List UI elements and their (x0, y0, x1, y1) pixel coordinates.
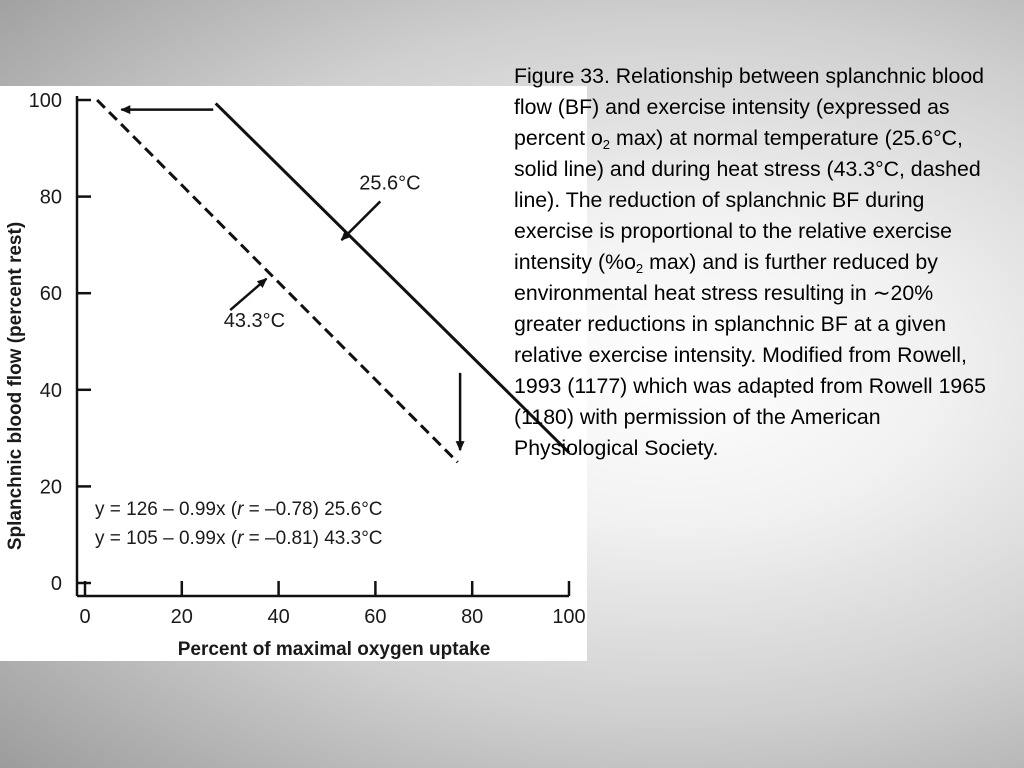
series-line-dashed (96, 98, 459, 464)
caption-text-2: max) at normal temperature (25.6°C, soli… (514, 126, 981, 274)
y-tick-label: 40 (40, 380, 62, 402)
y-tick-label: 80 (40, 187, 62, 209)
caption-text-3: max) and is further reduced by environme… (514, 250, 986, 460)
annotation-label: 25.6°C (359, 172, 420, 194)
y-tick-label: 60 (40, 283, 62, 305)
x-axis-title: Percent of maximal oxygen uptake (178, 639, 491, 660)
figure-caption: Figure 33. Relationship between splanchn… (514, 61, 1000, 464)
y-axis-title: Splanchnic blood flow (percent rest) (5, 222, 26, 550)
y-tick-label: 0 (51, 573, 62, 595)
series-line-solid (214, 102, 571, 454)
x-tick-label: 20 (171, 606, 193, 628)
caption-text-1: Figure 33. Relationship between splanchn… (514, 64, 985, 150)
y-axis: 0 20 40 60 80 100 (29, 90, 91, 596)
equation-line-2: y = 105 – 0.99x (r = –0.81) 43.3°C (95, 528, 383, 549)
series-layer (96, 98, 571, 464)
x-tick-label: 0 (79, 606, 90, 628)
x-tick-label: 40 (267, 606, 289, 628)
chart: 0 20 40 60 80 100 0 20 40 60 80 100 25.6°C 43.3°C y… (5, 90, 586, 660)
x-tick-label: 60 (364, 606, 386, 628)
annotation-arrow (229, 277, 268, 312)
x-tick-label: 80 (461, 606, 483, 628)
x-tick-label: 100 (552, 606, 585, 628)
x-axis: 0 20 40 60 80 100 (77, 581, 586, 628)
annotation-layer: 25.6°C 43.3°C (120, 105, 465, 452)
caption-subscript-2: 2 (635, 261, 644, 276)
annotation-label: 43.3°C (224, 310, 285, 332)
annotation-arrow (340, 200, 382, 241)
y-tick-label: 20 (40, 476, 62, 498)
equation-line-1: y = 126 – 0.99x (r = –0.78) 25.6°C (95, 499, 383, 520)
caption-subscript-1: 2 (602, 137, 611, 152)
y-tick-label: 100 (29, 90, 62, 112)
